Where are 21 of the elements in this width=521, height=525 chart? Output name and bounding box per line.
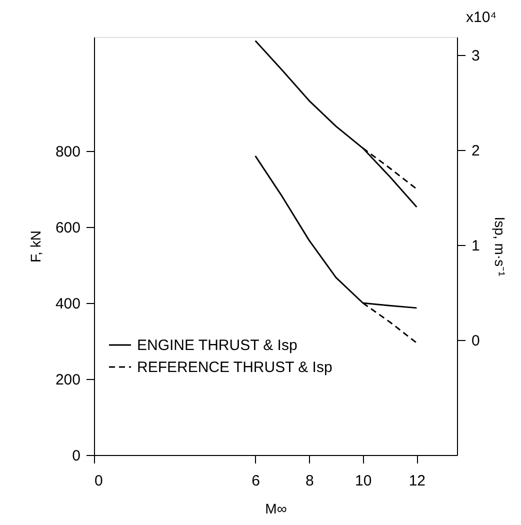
y-tick-label: 600 — [55, 220, 80, 236]
x-axis-title: M∞ — [265, 500, 287, 516]
y-tick-label: 400 — [55, 296, 80, 312]
y2-axis-title: Isp, m·s⁻¹ — [492, 216, 508, 277]
line-series — [254, 40, 418, 208]
y2-tick-label: 2 — [472, 142, 480, 160]
x-tick-label: 0 — [94, 472, 103, 490]
y2-tick-label: 3 — [472, 48, 480, 65]
y2-tick-label: 1 — [472, 238, 480, 255]
legend-label: ENGINE THRUST & Isp — [137, 337, 298, 354]
x-tick-label: 6 — [252, 472, 260, 490]
x-tick-label: 8 — [305, 472, 314, 490]
y-axis-title: F, kN — [27, 230, 44, 262]
legend-label: REFERENCE THRUST & Isp — [137, 359, 332, 376]
x-tick-label: 12 — [408, 472, 426, 490]
y-tick-label: 200 — [55, 372, 80, 388]
text: x10⁴ — [466, 9, 497, 26]
y-tick-label: 0 — [72, 448, 80, 464]
y2-tick-label: 0 — [472, 332, 480, 350]
y-tick-label: 800 — [55, 144, 80, 160]
x-tick-label: 10 — [355, 472, 372, 490]
